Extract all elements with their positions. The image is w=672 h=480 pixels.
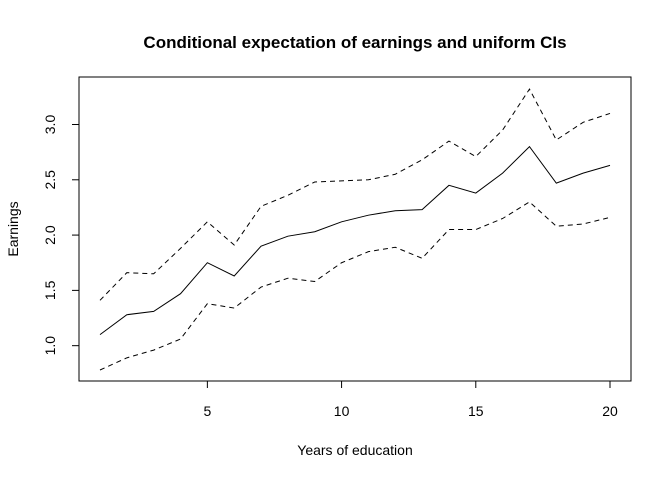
y-axis: 1.0 1.5 2.0 2.5 3.0	[42, 115, 80, 356]
y-tick-label: 3.0	[42, 115, 58, 135]
expectation-line-0	[99, 145, 611, 336]
x-axis: 5 10 15 20	[203, 380, 618, 419]
y-tick-label: 2.5	[42, 170, 58, 190]
plot-frame	[78, 76, 632, 382]
y-tick-label: 1.5	[42, 280, 58, 300]
x-axis-label: Years of education	[297, 442, 412, 458]
x-tick-label: 15	[468, 403, 484, 419]
chart-title: Conditional expectation of earnings and …	[143, 33, 566, 52]
y-axis-label: Earnings	[5, 201, 21, 256]
x-tick-label: 10	[334, 403, 350, 419]
y-tick-label: 1.0	[42, 336, 58, 356]
x-tick-label: 20	[602, 403, 618, 419]
ci-band-line-1	[99, 88, 611, 301]
x-tick-label: 5	[203, 403, 211, 419]
y-tick-label: 2.0	[42, 225, 58, 245]
ci-band-line-2	[99, 201, 611, 371]
series-layer	[99, 88, 611, 371]
